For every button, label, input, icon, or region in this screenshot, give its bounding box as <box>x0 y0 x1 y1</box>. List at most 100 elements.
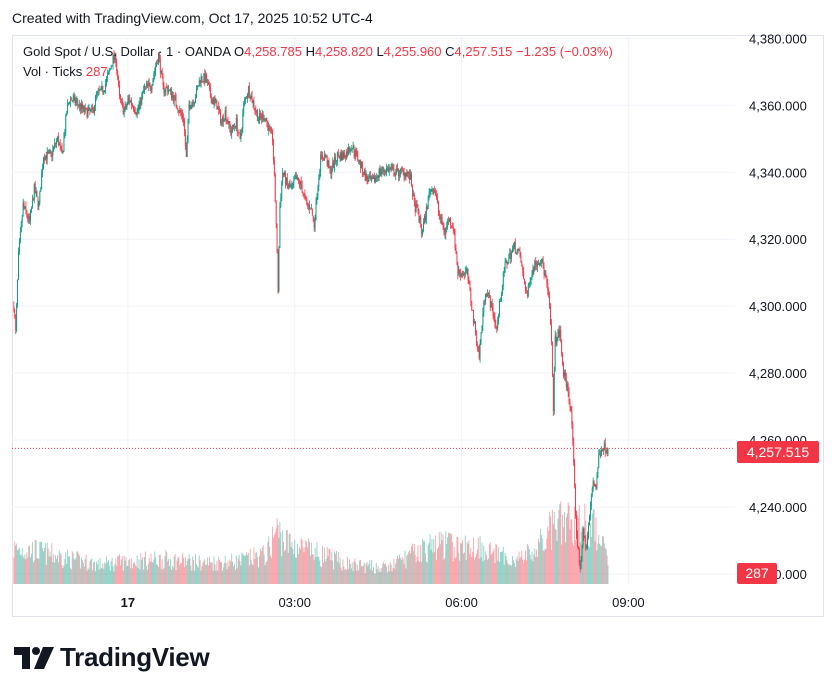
volume-bar <box>296 557 298 584</box>
volume-bar <box>452 561 454 584</box>
candle-body <box>559 330 561 338</box>
chart-pane[interactable] <box>12 35 824 617</box>
volume-bar <box>63 565 65 584</box>
candle-body <box>596 477 598 489</box>
volume-bar <box>244 556 246 584</box>
volume-bar <box>449 533 451 584</box>
volume-bar <box>570 519 572 584</box>
candle-body <box>203 73 205 82</box>
candle-body <box>421 227 423 235</box>
candle-body <box>168 90 170 92</box>
candle-body <box>268 125 270 131</box>
volume-bar <box>518 551 520 584</box>
volume-bar <box>417 545 419 584</box>
volume-bar <box>195 554 196 584</box>
volume-bar <box>29 545 31 584</box>
volume-bar <box>524 559 526 584</box>
candle-body <box>521 262 523 266</box>
candle-body <box>177 109 179 112</box>
volume-bar <box>128 560 130 584</box>
volume-bar <box>47 548 49 584</box>
volume-bar <box>577 517 579 584</box>
volume-bar <box>322 546 323 584</box>
candle-body <box>176 105 178 110</box>
volume-bar <box>282 530 284 584</box>
volume-bar <box>292 548 294 584</box>
volume-bar <box>330 560 332 584</box>
candle-body <box>123 111 125 114</box>
volume-bar <box>348 559 350 584</box>
volume-bar <box>484 560 486 584</box>
volume-bar <box>525 550 526 584</box>
volume-bar <box>475 554 477 584</box>
volume-bar <box>442 534 444 584</box>
volume-bar <box>42 548 44 584</box>
candle-body <box>272 131 273 142</box>
candle-body <box>76 100 78 102</box>
volume-bar <box>49 551 51 584</box>
volume-bar <box>208 565 209 584</box>
volume-bar <box>14 542 16 584</box>
volume-bar <box>339 557 341 584</box>
candle-body <box>210 96 212 104</box>
candle-body <box>343 153 345 159</box>
candle-body <box>477 346 479 350</box>
volume-bar <box>69 556 70 584</box>
volume-bar <box>120 559 122 584</box>
volume-bar <box>184 557 186 584</box>
volume-bar <box>411 543 413 584</box>
volume-bar <box>51 543 53 584</box>
candle-body <box>535 261 537 266</box>
volume-bar <box>19 554 21 584</box>
y-tick-label: 4,380.000 <box>749 31 807 46</box>
candle-body <box>502 273 504 286</box>
volume-bar <box>590 536 592 584</box>
candle-body <box>534 261 536 272</box>
candle-body <box>361 162 363 174</box>
candle-body <box>575 486 577 516</box>
candle-body <box>175 96 177 106</box>
candle-body <box>257 111 259 122</box>
candle-body <box>251 95 253 103</box>
volume-bar <box>303 552 305 584</box>
volume-bar <box>469 554 471 584</box>
candle-body <box>434 190 436 192</box>
volume-bar <box>359 560 361 584</box>
candle-body <box>120 99 122 101</box>
volume-bar <box>46 542 48 584</box>
tradingview-logo[interactable]: TradingView <box>14 642 210 673</box>
volume-bar <box>79 555 81 584</box>
y-tick-label: 4,340.000 <box>749 165 807 180</box>
candle-body <box>179 110 181 113</box>
volume-legend: Vol · Ticks 287 <box>23 64 108 79</box>
volume-bar <box>213 556 215 584</box>
volume-bar <box>234 564 235 584</box>
volume-bar <box>262 545 264 584</box>
candle-body <box>594 483 596 487</box>
candle-body <box>137 109 139 111</box>
candle-body <box>190 107 192 109</box>
candle-body <box>380 172 382 175</box>
candle-body <box>192 101 194 104</box>
candle-body <box>159 59 161 74</box>
candle-body <box>14 311 16 318</box>
candle-body <box>258 120 260 122</box>
candle-body <box>570 407 572 412</box>
candle-body <box>566 383 568 387</box>
volume-bar <box>302 547 304 584</box>
candle-body <box>274 174 276 203</box>
candle-body <box>349 149 351 152</box>
candle-body <box>19 231 21 242</box>
volume-bar <box>30 557 31 584</box>
candle-body <box>550 306 551 325</box>
candle-body <box>152 79 154 86</box>
candle-body <box>321 154 323 156</box>
candle-body <box>510 252 512 259</box>
candle-body <box>74 96 76 103</box>
candle-body <box>88 107 90 111</box>
volume-bar <box>233 566 234 584</box>
volume-bar <box>547 526 549 584</box>
candle-body <box>293 179 295 184</box>
candle-body <box>595 486 597 489</box>
